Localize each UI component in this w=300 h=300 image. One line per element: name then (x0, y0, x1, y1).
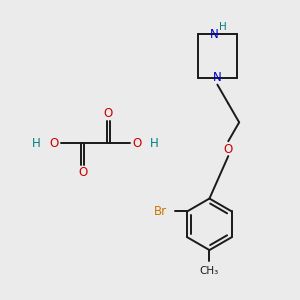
Text: O: O (133, 136, 142, 150)
Text: Br: Br (154, 205, 167, 218)
Text: H: H (150, 136, 159, 150)
Text: O: O (78, 166, 87, 179)
Text: N: N (213, 71, 222, 84)
Text: H: H (219, 22, 227, 32)
Text: O: O (49, 136, 58, 150)
Text: CH₃: CH₃ (200, 266, 219, 276)
Text: O: O (224, 143, 233, 156)
Text: H: H (32, 136, 41, 150)
Text: O: O (104, 107, 113, 120)
Text: N: N (210, 28, 219, 40)
